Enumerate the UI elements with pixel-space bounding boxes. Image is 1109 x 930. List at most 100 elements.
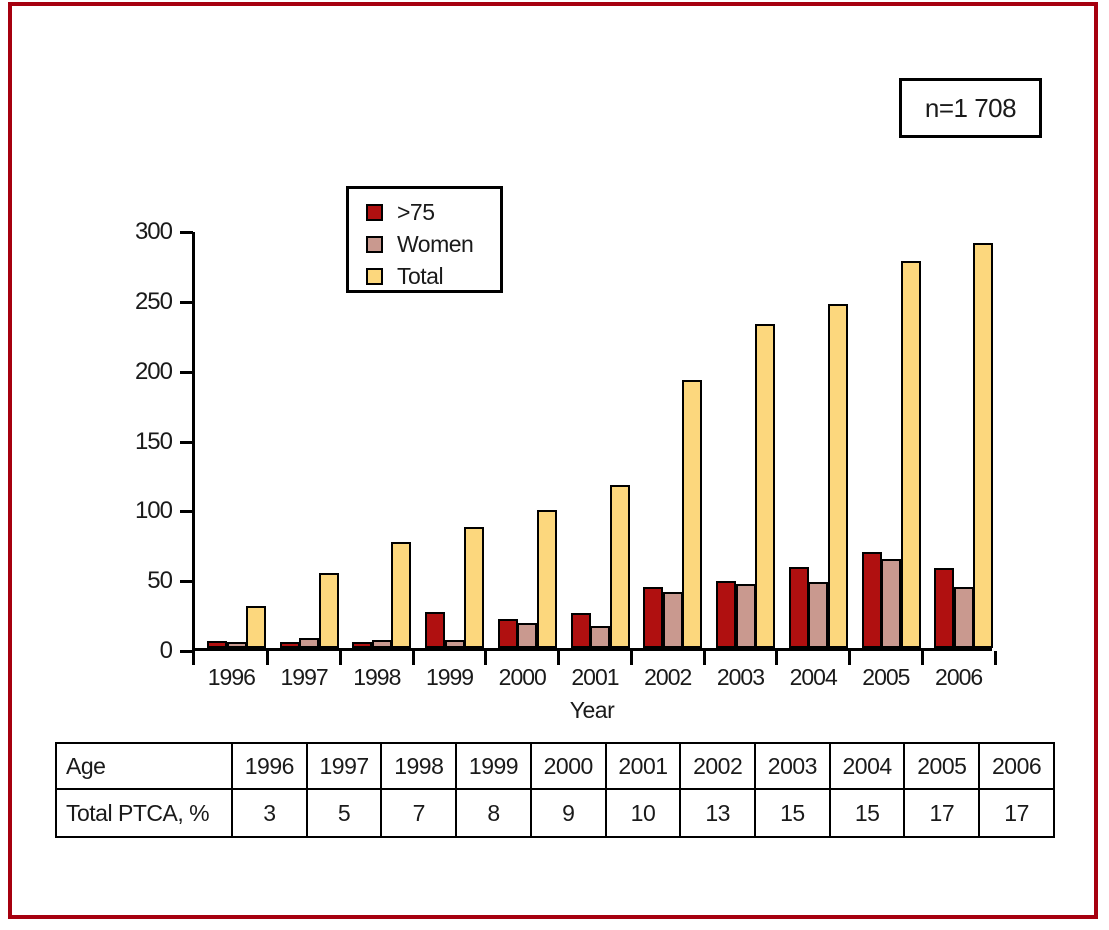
table-row: Age 1996 1997 1998 1999 2000 2001 2002 2003 2004 2… [55, 742, 1055, 790]
table-cell: 17 [978, 788, 1055, 838]
table-cell: 1996 [231, 742, 308, 790]
table-row-header-cell: Age [55, 742, 233, 790]
y-axis-tick-label: 250 [134, 287, 173, 315]
bar-75-2006 [934, 568, 955, 648]
y-axis-tick-label: 300 [134, 218, 173, 245]
x-axis-tick [266, 651, 270, 665]
y-axis-tick-label: 50 [147, 567, 173, 595]
bar-women-2005 [881, 558, 902, 648]
y-axis-tick [180, 580, 193, 584]
x-axis-tick [192, 651, 195, 665]
legend-item: Total [366, 264, 500, 288]
table-cell: 2002 [679, 742, 757, 790]
x-axis-category-label: 2004 [789, 664, 838, 690]
table-row-header-cell: Total PTCA, % [55, 788, 233, 838]
table-cell: 7 [380, 788, 458, 838]
table-cell: 1997 [305, 742, 383, 790]
bar-total-1997 [318, 572, 339, 648]
x-axis-category-label: 2001 [571, 664, 619, 690]
x-axis-category-label: 2000 [498, 664, 547, 690]
table-cell: 8 [455, 788, 532, 838]
bar-total-1999 [464, 526, 485, 648]
y-axis-tick-label: 200 [134, 357, 173, 385]
bar-women-2000 [517, 622, 538, 648]
x-axis-category-label: 1996 [207, 664, 256, 690]
table-cell: 2004 [828, 742, 906, 790]
bar-women-2001 [590, 625, 611, 648]
x-axis-category-label: 1998 [353, 664, 401, 690]
x-axis-tick [557, 651, 561, 665]
table-cell: 2003 [754, 742, 831, 790]
bar-total-1998 [391, 541, 412, 648]
table-cell: 15 [828, 788, 906, 838]
x-axis-category-label: 2002 [644, 664, 692, 690]
bar-total-2003 [755, 323, 776, 648]
table-cell: 3 [231, 788, 308, 838]
x-axis-tick [702, 651, 706, 665]
y-axis-tick [180, 231, 193, 234]
y-axis-tick [180, 370, 193, 374]
table-cell: 17 [903, 788, 981, 838]
chart-plot-area: 0 50 100 150 200 250 300 1996 1997 1998 1999 2000 20… [135, 220, 997, 690]
x-axis-category-label: 2003 [716, 664, 765, 690]
bar-women-2006 [953, 586, 974, 648]
bar-women-1996 [226, 642, 247, 648]
y-axis-tick [180, 650, 193, 653]
bar-total-2002 [682, 379, 703, 648]
table-cell: 2001 [604, 742, 682, 790]
y-axis-tick [180, 300, 193, 304]
bar-75-1998 [352, 642, 373, 648]
y-axis-tick-label: 100 [134, 497, 173, 525]
bar-75-2004 [788, 567, 809, 648]
bar-75-1997 [279, 642, 300, 648]
table-cell: 13 [679, 788, 757, 838]
x-axis-tick [411, 651, 415, 665]
table-cell: 2000 [529, 742, 607, 790]
bar-total-2006 [973, 242, 994, 648]
x-axis-tick [775, 651, 779, 665]
data-table: Age 1996 1997 1998 1999 2000 2001 2002 2003 2004 2… [55, 742, 1055, 838]
chart-legend: >75 Women Total [346, 186, 503, 293]
x-axis-tick [993, 651, 997, 665]
x-axis-tick [484, 651, 488, 665]
bar-75-2002 [643, 586, 664, 648]
table-row: Total PTCA, % 3 5 7 8 9 10 13 15 15 17 17 [55, 788, 1055, 838]
legend-swatch-icon [366, 203, 383, 221]
table-cell: 2005 [903, 742, 981, 790]
legend-item: Women [366, 232, 500, 256]
legend-swatch-icon [366, 235, 383, 253]
bar-total-2005 [900, 261, 921, 648]
legend-item: >75 [366, 200, 500, 224]
table-cell: 1999 [455, 742, 532, 790]
table-cell: 15 [754, 788, 831, 838]
bar-75-2001 [570, 613, 591, 648]
bar-women-1999 [444, 639, 465, 648]
bar-women-1997 [299, 638, 320, 648]
bar-women-2003 [735, 583, 756, 648]
bar-women-2002 [662, 592, 683, 648]
bar-total-2001 [609, 484, 630, 648]
bar-women-2004 [808, 582, 829, 648]
x-axis-tick [629, 651, 633, 665]
table-cell: 1998 [380, 742, 458, 790]
y-axis-tick [180, 510, 193, 514]
bar-75-1996 [207, 641, 227, 648]
bar-75-2000 [497, 618, 518, 648]
table-cell: 9 [529, 788, 607, 838]
bar-total-1996 [246, 606, 266, 648]
sample-size-label: n=1 708 [924, 92, 1017, 123]
x-axis-category-label: 2006 [935, 664, 983, 690]
legend-label: Women [397, 230, 474, 257]
y-axis-tick-label: 0 [159, 637, 173, 664]
x-axis-category-label: 2005 [862, 664, 910, 690]
y-axis-tick-label: 150 [134, 427, 173, 455]
x-axis-category-label: 1997 [280, 664, 328, 690]
legend-label: Total [397, 262, 444, 289]
sample-size-box: n=1 708 [899, 78, 1042, 138]
table-cell: 2006 [978, 742, 1055, 790]
figure-frame [8, 2, 1098, 919]
legend-label: >75 [397, 198, 435, 225]
bar-75-1999 [425, 611, 446, 648]
bar-total-2004 [827, 304, 848, 648]
